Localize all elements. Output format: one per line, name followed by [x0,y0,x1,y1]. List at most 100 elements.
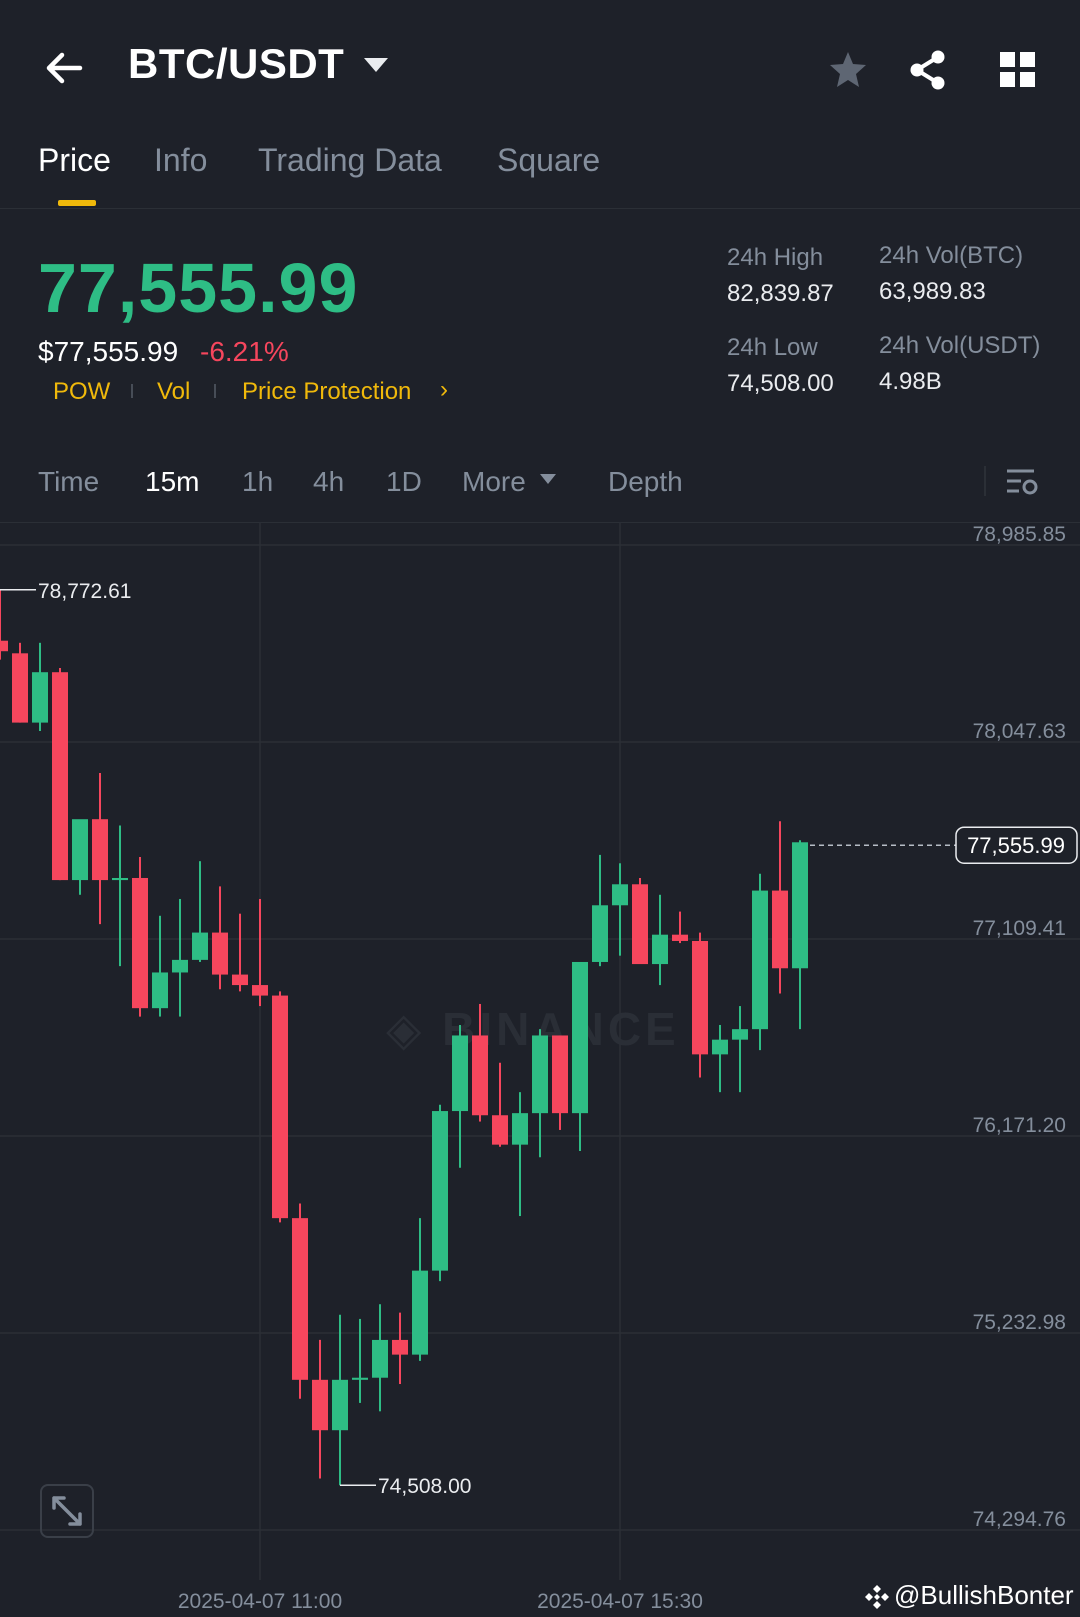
interval-depth[interactable]: Depth [608,466,683,497]
candle-body [412,1270,428,1355]
pair-title[interactable]: BTC/USDT [128,40,345,87]
candle-body [792,842,808,969]
active-tab-indicator [58,200,96,206]
stat-vol-btc-label: 24h Vol(BTC) [879,242,1024,269]
stat-vol-btc-value: 63,989.83 [879,278,986,305]
candle-body [192,932,208,960]
tab-bar: Price Info Trading Data Square [0,130,1080,209]
y-tick-label: 77,109.41 [973,917,1066,940]
candle-body [372,1339,388,1378]
interval-1h[interactable]: 1h [242,466,274,497]
tab-square[interactable]: Square [497,142,601,178]
candle-body [552,1035,568,1114]
last-price: 77,555.99 [38,249,359,327]
chip-divider [131,384,133,398]
tab-trading-data[interactable]: Trading Data [258,142,442,178]
price-change: -6.21% [200,336,289,367]
stat-vol-usdt-value: 4.98B [879,368,942,395]
candlestick-chart[interactable]: 78,985.85 78,047.63 77,109.41 76,171.20 75,2… [0,522,1080,1617]
binance-watermark: ◈ BINANCE [386,1003,680,1055]
price-usd: $77,555.99 [38,336,179,367]
chevron-down-icon[interactable] [540,474,556,484]
stat-vol-usdt-label: 24h Vol(USDT) [879,332,1041,359]
expand-icon [52,1496,82,1526]
candle-body [492,1115,508,1145]
candle-body [712,1039,728,1055]
candle-body [0,640,8,652]
candle-body [292,1218,308,1380]
tab-info[interactable]: Info [154,142,208,178]
grid-lines [0,522,1080,1580]
fullscreen-button[interactable] [40,1484,94,1538]
candle-body [152,972,168,1009]
divider [984,466,986,496]
y-tick-label: 78,047.63 [973,720,1066,743]
tab-price[interactable]: Price [38,142,111,178]
candle-body [132,877,148,1009]
candle-body [352,1377,368,1380]
credit-handle: @BullishBonter [894,1580,1074,1610]
candle-body [432,1111,448,1271]
last-price-label: 77,555.99 [967,833,1065,858]
candle-body [92,819,108,881]
interval-bar: Time 15m 1h 4h 1D More Depth [0,440,1080,523]
chip-divider [214,384,216,398]
high-marker-label: 78,772.61 [38,580,131,603]
candle-body [472,1035,488,1116]
chip-vol[interactable]: Vol [157,378,191,405]
candle-body [392,1339,408,1355]
chip-pow[interactable]: POW [53,378,111,405]
candle-body [572,961,588,1114]
grid-icon[interactable] [998,50,1038,90]
candle-body [32,672,48,723]
interval-1d[interactable]: 1D [386,466,422,497]
candle-body [692,940,708,1055]
y-tick-label: 76,171.20 [973,1114,1066,1137]
candle-body [732,1029,748,1040]
y-tick-label: 78,985.85 [973,523,1066,546]
x-tick-label: 2025-04-07 11:00 [178,1590,342,1613]
candle-body [112,877,128,881]
candle-body [532,1035,548,1114]
chart-settings-icon[interactable] [1004,464,1040,500]
candle-body [672,934,688,941]
stat-high-label: 24h High [727,244,824,271]
star-icon[interactable] [826,48,870,92]
y-tick-label: 74,294.76 [973,1508,1066,1531]
last-price-box [955,826,1078,864]
stat-low-label: 24h Low [727,334,818,361]
stat-high-value: 82,839.87 [727,280,834,307]
candle-body [652,934,668,965]
binance-logo-icon [865,1585,889,1609]
candle-body [772,890,788,969]
overlays: 78,985.85 78,047.63 77,109.41 76,171.20 75,2… [0,523,1078,1613]
interval-more[interactable]: More [462,466,526,497]
candle-body [72,819,88,881]
chip-price-protection[interactable]: Price Protection [242,378,412,405]
candle-body [272,995,288,1219]
candle-body [752,890,768,1030]
x-tick-label: 2025-04-07 15:30 [537,1590,703,1613]
candle-body [332,1379,348,1431]
stat-low-value: 74,508.00 [727,370,834,397]
share-icon[interactable] [906,48,950,92]
candle-body [252,985,268,996]
candle-body [512,1113,528,1145]
interval-4h[interactable]: 4h [313,466,345,497]
candle-body [632,884,648,965]
interval-time[interactable]: Time [38,466,100,497]
candle-body [312,1379,328,1431]
candle-body [612,884,628,906]
back-arrow-icon[interactable] [40,44,88,92]
candle-body [212,932,228,975]
candle-body [12,653,28,723]
y-tick-label: 75,232.98 [973,1311,1066,1334]
candle-body [452,1035,468,1112]
candle-body [232,974,248,986]
candle-body [592,905,608,962]
interval-15m[interactable]: 15m [145,466,200,497]
chevron-right-icon[interactable]: › [440,376,448,403]
chevron-down-icon[interactable] [364,58,388,72]
low-marker-label: 74,508.00 [378,1475,471,1498]
candles [0,589,808,1486]
